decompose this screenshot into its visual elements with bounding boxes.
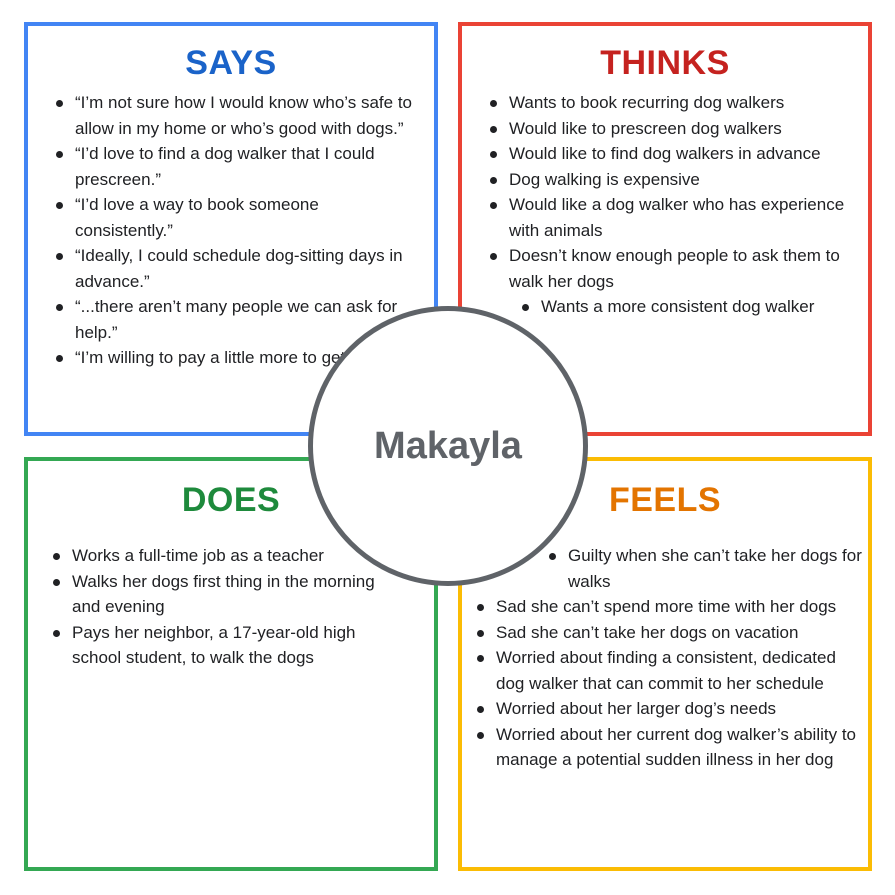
list-item: Worried about her larger dog’s needs (476, 696, 866, 722)
list-item: “I’m not sure how I would know who’s saf… (55, 90, 415, 141)
feels-list: Guilty when she can’t take her dogs for … (476, 543, 866, 773)
feels-heading: FEELS (608, 481, 722, 519)
persona-name: Makayla (374, 424, 522, 467)
does-list: Works a full-time job as a teacher Walks… (52, 543, 392, 671)
list-item: “I’d love to find a dog walker that I co… (55, 141, 415, 192)
thinks-list: Wants to book recurring dog walkers Woul… (489, 90, 869, 320)
list-item: Wants to book recurring dog walkers (489, 90, 869, 116)
list-item: Worried about finding a consistent, dedi… (476, 645, 866, 696)
list-item: Dog walking is expensive (489, 167, 869, 193)
list-item: Would like to find dog walkers in advanc… (489, 141, 869, 167)
says-quadrant: SAYS “I’m not sure how I would know who’… (24, 22, 438, 436)
list-item: Works a full-time job as a teacher (52, 543, 392, 569)
persona-circle: Makayla (308, 306, 588, 586)
list-item: Guilty when she can’t take her dogs for … (548, 543, 866, 594)
says-heading: SAYS (185, 44, 277, 82)
list-item: Would like to prescreen dog walkers (489, 116, 869, 142)
list-item: “I’m willing to pay a little more to get… (55, 345, 415, 371)
list-item: “...there aren’t many people we can ask … (55, 294, 415, 345)
list-item: Doesn’t know enough people to ask them t… (489, 243, 869, 294)
list-item: Sad she can’t spend more time with her d… (476, 594, 866, 620)
list-item: Worried about her current dog walker’s a… (476, 722, 866, 773)
list-item: Walks her dogs first thing in the mornin… (52, 569, 392, 620)
list-item: “I’d love a way to book someone consiste… (55, 192, 415, 243)
list-item: “Ideally, I could schedule dog-sitting d… (55, 243, 415, 294)
thinks-heading: THINKS (600, 44, 730, 82)
list-subitem: Wants a more consistent dog walker (521, 294, 869, 320)
list-item: Sad she can’t take her dogs on vacation (476, 620, 866, 646)
list-item: Pays her neighbor, a 17-year-old high sc… (52, 620, 392, 671)
list-item: Would like a dog walker who has experien… (489, 192, 869, 243)
does-heading: DOES (181, 481, 281, 519)
says-list: “I’m not sure how I would know who’s saf… (55, 90, 415, 371)
